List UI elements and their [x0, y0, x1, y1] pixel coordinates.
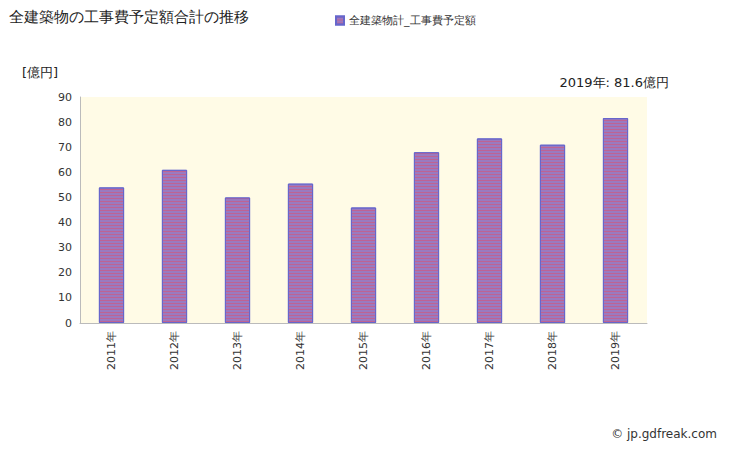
svg-text:10: 10	[58, 291, 72, 304]
svg-text:2016年: 2016年	[420, 331, 433, 370]
svg-text:80: 80	[58, 116, 72, 129]
svg-text:2013年: 2013年	[231, 331, 244, 370]
svg-text:90: 90	[58, 91, 72, 104]
svg-text:20: 20	[58, 266, 72, 279]
svg-text:30: 30	[58, 241, 72, 254]
svg-text:40: 40	[58, 216, 72, 229]
svg-text:2015年: 2015年	[357, 331, 370, 370]
svg-text:2014年: 2014年	[294, 331, 307, 370]
svg-text:0: 0	[65, 317, 72, 330]
svg-text:70: 70	[58, 141, 72, 154]
svg-text:60: 60	[58, 166, 72, 179]
svg-text:2012年: 2012年	[168, 331, 181, 370]
svg-text:2019年: 81.6億円: 2019年: 81.6億円	[559, 75, 669, 90]
svg-text:2018年: 2018年	[546, 331, 559, 370]
svg-text:全建築物計_工事費予定額: 全建築物計_工事費予定額	[349, 14, 476, 27]
svg-text:2019年: 2019年	[609, 331, 622, 370]
svg-text:2011年: 2011年	[105, 331, 118, 370]
svg-text:50: 50	[58, 191, 72, 204]
svg-text:全建築物の工事費予定額合計の推移: 全建築物の工事費予定額合計の推移	[9, 8, 249, 26]
svg-text:© jp.gdfreak.com: © jp.gdfreak.com	[611, 427, 717, 441]
svg-text:2017年: 2017年	[483, 331, 496, 370]
svg-text:[億円]: [億円]	[22, 65, 58, 80]
